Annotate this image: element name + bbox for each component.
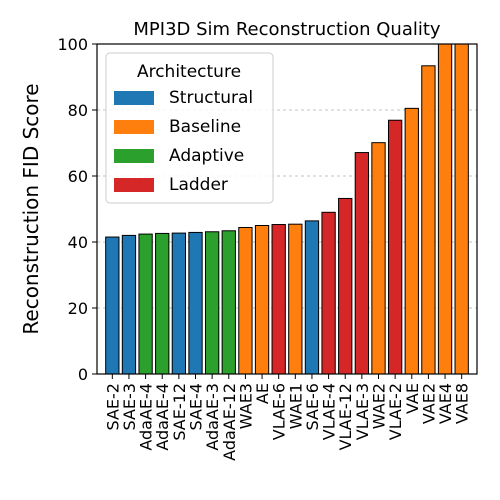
x-tick-label: VLAE-6 xyxy=(270,383,289,440)
legend: Architecture Structural Baseline Adaptive L… xyxy=(105,52,274,204)
legend-label: Baseline xyxy=(169,117,241,137)
bar xyxy=(304,220,320,375)
bar xyxy=(404,107,419,375)
bar xyxy=(105,236,120,375)
bar xyxy=(288,223,303,375)
legend-label: Adaptive xyxy=(169,146,244,166)
y-tick-label: 40 xyxy=(68,233,88,252)
legend-title: Architecture xyxy=(137,62,241,82)
bar xyxy=(321,211,336,375)
x-tick-label: WAE1 xyxy=(286,383,305,429)
bar xyxy=(338,197,353,375)
legend-swatch xyxy=(114,91,154,105)
legend-swatch xyxy=(114,178,154,192)
legend-entries: Structural Baseline Adaptive Ladder xyxy=(114,88,253,195)
x-tick-label: VAE4 xyxy=(436,383,455,424)
y-axis: 0 20 40 60 80 100 xyxy=(57,35,97,384)
bar xyxy=(454,43,469,375)
bar xyxy=(171,232,187,375)
bar xyxy=(221,230,236,375)
x-tick-label: AE xyxy=(253,383,272,404)
y-tick-label: 60 xyxy=(68,167,88,186)
x-tick-label: VLAE-2 xyxy=(386,383,405,440)
y-axis-label: Reconstruction FID Score xyxy=(19,83,43,334)
bars xyxy=(105,43,469,375)
x-tick-label: VAE xyxy=(403,383,422,414)
x-tick-label: VLAE-12 xyxy=(336,383,355,450)
bar xyxy=(188,231,203,375)
plot-frame xyxy=(96,43,478,375)
x-tick-label: VAE2 xyxy=(419,383,438,424)
bar xyxy=(138,233,153,375)
x-tick-label: AdaAE-4 xyxy=(153,383,172,451)
x-tick-label: AdaAE-4 xyxy=(137,383,156,451)
legend-frame xyxy=(105,52,274,204)
bar xyxy=(354,152,370,375)
y-tick-label: 100 xyxy=(57,35,88,54)
bar xyxy=(155,232,170,375)
x-tick-label: SAE-4 xyxy=(187,383,206,430)
x-tick-label: VAE8 xyxy=(453,383,472,424)
x-tick-label: SAE-3 xyxy=(120,383,139,430)
legend-swatch xyxy=(114,120,154,134)
x-tick-label: SAE-2 xyxy=(103,383,122,430)
bar xyxy=(271,224,286,375)
bar xyxy=(254,225,270,375)
x-tick-label: VLAE-4 xyxy=(320,383,339,440)
x-tick-label: AdaAE-3 xyxy=(203,383,222,451)
bar xyxy=(204,231,220,375)
x-tick-label: VLAE-3 xyxy=(353,383,372,440)
legend-swatch xyxy=(114,149,154,163)
legend-label: Ladder xyxy=(169,175,228,195)
bar xyxy=(238,226,253,375)
x-tick-label: WAE2 xyxy=(370,383,389,429)
x-tick-label: SAE-12 xyxy=(170,383,189,441)
chart-title: MPI3D Sim Reconstruction Quality xyxy=(133,19,441,40)
bar xyxy=(387,119,403,375)
bar xyxy=(421,65,436,375)
bar xyxy=(121,234,137,375)
y-tick-label: 0 xyxy=(78,365,88,384)
x-tick-label: AdaAE-12 xyxy=(220,383,239,461)
x-axis: SAE-2SAE-3AdaAE-4AdaAE-4SAE-12SAE-4AdaAE… xyxy=(103,374,472,461)
legend-label: Structural xyxy=(169,88,253,108)
bar xyxy=(371,142,386,375)
y-tick-label: 20 xyxy=(68,299,88,318)
x-tick-label: WAE3 xyxy=(236,383,255,429)
bar xyxy=(437,43,453,375)
y-tick-label: 80 xyxy=(68,101,88,120)
x-tick-label: SAE-6 xyxy=(303,383,322,430)
